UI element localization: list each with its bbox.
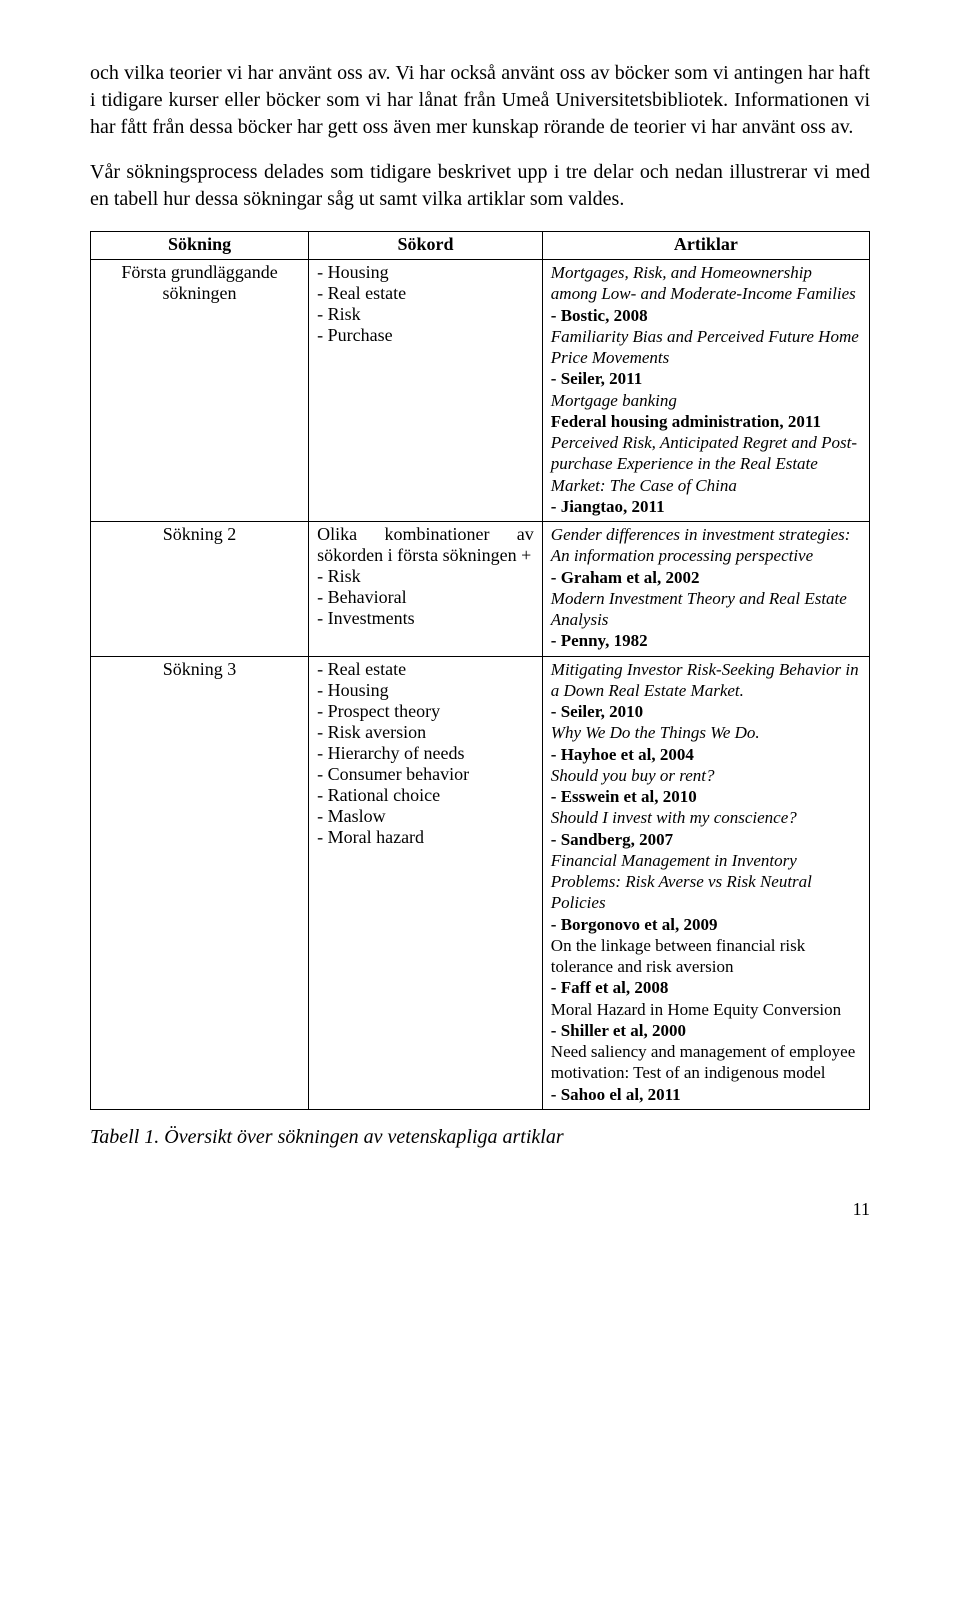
article-line: - Hayhoe et al, 2004	[551, 744, 861, 765]
article-line: Moral Hazard in Home Equity Conversion	[551, 999, 861, 1020]
header-sokord: Sökord	[309, 232, 543, 260]
search-name-cell: Sökning 2	[91, 522, 309, 657]
article-line: Mitigating Investor Risk-Seeking Behavio…	[551, 659, 861, 702]
article-line: - Penny, 1982	[551, 630, 861, 651]
articles-cell: Gender differences in investment strateg…	[542, 522, 869, 657]
search-terms-cell: - Housing- Real estate- Risk- Purchase	[309, 260, 543, 522]
search-term: - Real estate	[317, 283, 534, 304]
search-term: - Risk	[317, 304, 534, 325]
article-line: - Seiler, 2010	[551, 701, 861, 722]
search-term: Olika kombinationer av sökorden i första…	[317, 524, 534, 566]
search-term: - Risk	[317, 566, 534, 587]
header-sokning: Sökning	[91, 232, 309, 260]
article-line: Perceived Risk, Anticipated Regret and P…	[551, 432, 861, 496]
article-line: - Seiler, 2011	[551, 368, 861, 389]
article-line: Mortgages, Risk, and Homeownership among…	[551, 262, 861, 305]
article-line: Modern Investment Theory and Real Estate…	[551, 588, 861, 631]
article-line: Mortgage banking	[551, 390, 861, 411]
article-line: Should you buy or rent?	[551, 765, 861, 786]
search-term: - Purchase	[317, 325, 534, 346]
table-row: Första grundläggande sökningen- Housing-…	[91, 260, 870, 522]
article-line: Need saliency and management of employee…	[551, 1041, 861, 1084]
table-row: Sökning 2Olika kombinationer av sökorden…	[91, 522, 870, 657]
search-term: - Rational choice	[317, 785, 534, 806]
search-term: - Real estate	[317, 659, 534, 680]
header-artiklar: Artiklar	[542, 232, 869, 260]
search-term: - Moral hazard	[317, 827, 534, 848]
article-line: - Shiller et al, 2000	[551, 1020, 861, 1041]
article-line: - Esswein et al, 2010	[551, 786, 861, 807]
search-table: Sökning Sökord Artiklar Första grundlägg…	[90, 231, 870, 1110]
article-line: Why We Do the Things We Do.	[551, 722, 861, 743]
search-term: - Maslow	[317, 806, 534, 827]
article-line: - Bostic, 2008	[551, 305, 861, 326]
search-terms-cell: Olika kombinationer av sökorden i första…	[309, 522, 543, 657]
table-header-row: Sökning Sökord Artiklar	[91, 232, 870, 260]
search-term: - Investments	[317, 608, 534, 629]
paragraph-2: Vår sökningsprocess delades som tidigare…	[90, 159, 870, 213]
article-line: - Borgonovo et al, 2009	[551, 914, 861, 935]
article-line: - Sandberg, 2007	[551, 829, 861, 850]
article-line: Should I invest with my conscience?	[551, 807, 861, 828]
search-term: - Housing	[317, 262, 534, 283]
search-term: - Behavioral	[317, 587, 534, 608]
article-line: Financial Management in Inventory Proble…	[551, 850, 861, 914]
search-term: - Housing	[317, 680, 534, 701]
table-caption: Tabell 1. Översikt över sökningen av vet…	[90, 1126, 870, 1149]
article-line: - Sahoo el al, 2011	[551, 1084, 861, 1105]
article-line: Federal housing administration, 2011	[551, 411, 861, 432]
articles-cell: Mortgages, Risk, and Homeownership among…	[542, 260, 869, 522]
article-line: Familiarity Bias and Perceived Future Ho…	[551, 326, 861, 369]
search-name-cell: Första grundläggande sökningen	[91, 260, 309, 522]
search-term: - Hierarchy of needs	[317, 743, 534, 764]
article-line: Gender differences in investment strateg…	[551, 524, 861, 567]
article-line: On the linkage between financial risk to…	[551, 935, 861, 978]
search-term: - Consumer behavior	[317, 764, 534, 785]
search-term: - Prospect theory	[317, 701, 534, 722]
paragraph-1: och vilka teorier vi har använt oss av. …	[90, 60, 870, 141]
articles-cell: Mitigating Investor Risk-Seeking Behavio…	[542, 656, 869, 1109]
page-number: 11	[90, 1199, 870, 1220]
article-line: - Graham et al, 2002	[551, 567, 861, 588]
search-name-cell: Sökning 3	[91, 656, 309, 1109]
article-line: - Faff et al, 2008	[551, 977, 861, 998]
table-row: Sökning 3- Real estate- Housing- Prospec…	[91, 656, 870, 1109]
article-line: - Jiangtao, 2011	[551, 496, 861, 517]
search-term: - Risk aversion	[317, 722, 534, 743]
search-terms-cell: - Real estate- Housing- Prospect theory-…	[309, 656, 543, 1109]
